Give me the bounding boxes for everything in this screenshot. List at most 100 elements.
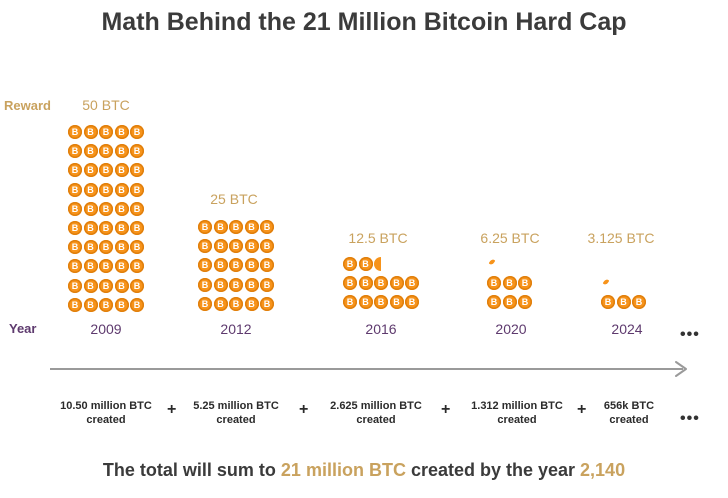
bitcoin-coin-icon: B — [518, 276, 532, 290]
summary-final-year: 2,140 — [580, 460, 626, 480]
bitcoin-coin-icon: B — [229, 220, 243, 234]
bitcoin-coin-icon: B — [244, 239, 259, 254]
bitcoin-coin-icon: B — [198, 258, 212, 273]
bitcoin-coin-icon: B — [374, 295, 388, 310]
bitcoin-coin-icon: B — [68, 125, 82, 139]
bitcoin-coin-icon: B — [68, 278, 82, 293]
bitcoin-coin-icon: B — [229, 239, 243, 254]
partial-coin-icon — [374, 257, 381, 271]
bitcoin-coin-icon: B — [616, 295, 631, 309]
bitcoin-coin-icon: B — [198, 220, 212, 234]
bitcoin-coin-icon: B — [260, 220, 274, 234]
bitcoin-coin-icon: B — [213, 296, 228, 311]
arrow-head-icon — [675, 361, 687, 377]
bitcoin-coin-icon: B — [83, 163, 98, 178]
bitcoin-coin-icon: B — [130, 297, 144, 312]
bitcoin-coin-icon: B — [114, 201, 129, 216]
bitcoin-coin-icon: B — [83, 144, 98, 159]
bitcoin-coin-icon: B — [99, 125, 113, 139]
bitcoin-coin-icon: B — [260, 296, 274, 311]
bitcoin-coin-icon: B — [487, 295, 501, 310]
bitcoin-coin-icon: B — [229, 277, 243, 292]
bitcoin-coin-icon: B — [244, 296, 259, 311]
bitcoin-coin-icon: B — [99, 182, 113, 197]
bitcoin-coin-icon: B — [130, 163, 144, 178]
bitcoin-coin-icon: B — [213, 277, 228, 292]
bitcoin-coin-icon: B — [260, 258, 274, 273]
reward-amount-2016: 12.5 BTC — [348, 230, 408, 246]
bitcoin-coin-icon: B — [68, 144, 82, 159]
bitcoin-coin-icon: B — [213, 258, 228, 273]
coin-fragment-icon — [488, 258, 496, 266]
bitcoin-coin-icon: B — [518, 295, 532, 310]
bitcoin-coin-icon: B — [374, 276, 388, 290]
bitcoin-coin-icon: B — [68, 297, 82, 312]
bitcoin-coin-icon: B — [68, 221, 82, 235]
bitcoin-coin-icon: B — [83, 221, 98, 235]
bitcoin-coin-icon: B — [260, 239, 274, 254]
bitcoin-coin-icon: B — [130, 144, 144, 159]
plus-sign-2: + — [299, 401, 309, 418]
bitcoin-coin-icon: B — [99, 144, 113, 159]
bitcoin-coin-icon: B — [83, 201, 98, 216]
bitcoin-coin-icon: B — [99, 201, 113, 216]
bitcoin-coin-icon: B — [487, 276, 501, 290]
bitcoin-coin-icon: B — [99, 221, 113, 235]
bitcoin-coin-icon: B — [405, 276, 419, 290]
bitcoin-coin-icon: B — [99, 163, 113, 178]
bitcoin-coin-icon: B — [229, 296, 243, 311]
bitcoin-coin-icon: B — [343, 257, 357, 271]
created-amount-2016: 2.625 million BTC created — [330, 400, 422, 426]
bitcoin-coin-icon: B — [114, 125, 129, 139]
bitcoin-coin-icon: B — [198, 296, 212, 311]
plus-sign-4: + — [577, 401, 587, 418]
continuation-ellipsis-top: ••• — [680, 326, 700, 343]
year-2012: 2012 — [220, 321, 252, 337]
bitcoin-coin-icon: B — [114, 163, 129, 178]
reward-amount-2024: 3.125 BTC — [587, 230, 655, 246]
bitcoin-coin-icon: B — [114, 240, 129, 255]
year-2009: 2009 — [90, 321, 122, 337]
bitcoin-coin-icon: B — [114, 259, 129, 274]
page-title: Math Behind the 21 Million Bitcoin Hard … — [101, 8, 627, 36]
year-2024: 2024 — [611, 321, 643, 337]
bitcoin-coin-icon: B — [389, 295, 404, 310]
bitcoin-coin-icon: B — [130, 278, 144, 293]
bitcoin-coin-icon: B — [343, 295, 357, 310]
plus-sign-3: + — [441, 401, 451, 418]
continuation-ellipsis-bottom: ••• — [680, 410, 700, 427]
bitcoin-coin-icon: B — [114, 221, 129, 235]
bitcoin-coin-icon: B — [260, 277, 274, 292]
summary-sentence: The total will sum to 21 million BTC cre… — [102, 460, 626, 480]
bitcoin-coin-icon: B — [213, 220, 228, 234]
timeline-arrow-line — [50, 368, 683, 370]
bitcoin-coin-icon: B — [358, 276, 373, 290]
created-amount-2012: 5.25 million BTC created — [193, 400, 279, 426]
bitcoin-coin-icon: B — [358, 295, 373, 310]
bitcoin-coin-icon: B — [198, 239, 212, 254]
bitcoin-coin-icon: B — [130, 240, 144, 255]
bitcoin-coin-icon: B — [358, 257, 373, 271]
bitcoin-coin-icon: B — [68, 163, 82, 178]
bitcoin-coin-icon: B — [99, 297, 113, 312]
bitcoin-coin-icon: B — [502, 295, 517, 310]
bitcoin-coin-icon: B — [83, 259, 98, 274]
bitcoin-coin-icon: B — [83, 125, 98, 139]
bitcoin-coin-icon: B — [68, 240, 82, 255]
bitcoin-coin-icon: B — [130, 182, 144, 197]
created-amount-2020: 1.312 million BTC created — [471, 400, 563, 426]
bitcoin-coin-icon: B — [502, 276, 517, 290]
bitcoin-coin-icon: B — [198, 277, 212, 292]
bitcoin-coin-icon: B — [83, 278, 98, 293]
bitcoin-coin-icon: B — [244, 258, 259, 273]
bitcoin-coin-icon: B — [244, 220, 259, 234]
reward-row-label: Reward — [4, 98, 51, 113]
bitcoin-coin-icon: B — [601, 295, 615, 309]
bitcoin-coin-icon: B — [68, 201, 82, 216]
bitcoin-coin-icon: B — [83, 240, 98, 255]
bitcoin-coin-icon: B — [632, 295, 646, 309]
created-amount-2024: 656k BTC created — [603, 400, 655, 426]
bitcoin-coin-icon: B — [229, 258, 243, 273]
bitcoin-coin-icon: B — [114, 278, 129, 293]
year-row-label: Year — [9, 321, 37, 336]
